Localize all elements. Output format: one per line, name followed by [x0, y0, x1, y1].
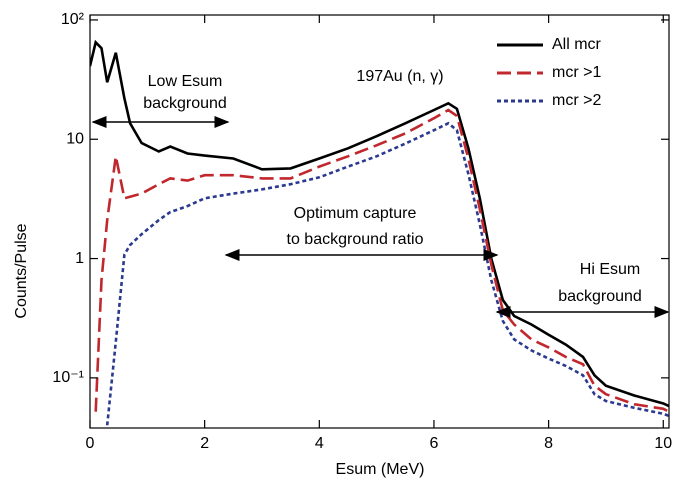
annotation: background: [143, 95, 227, 112]
x-tick-label: 2: [200, 435, 209, 452]
annotation: Low Esum: [148, 73, 223, 90]
annotation: to background ratio: [287, 231, 424, 248]
legend-label: mcr >1: [552, 64, 601, 81]
x-tick-label: 4: [315, 435, 324, 452]
x-tick-label: 8: [544, 435, 553, 452]
y-tick-label: 10: [66, 130, 84, 147]
y-axis-label: Counts/Pulse: [13, 223, 30, 318]
x-axis-label: Esum (MeV): [336, 461, 425, 478]
x-tick-label: 10: [654, 435, 672, 452]
y-tick-label: 10²: [61, 11, 85, 28]
x-tick-label: 6: [430, 435, 439, 452]
legend-label: mcr >2: [552, 92, 601, 109]
legend-label: All mcr: [552, 36, 602, 53]
y-tick-label: 1: [75, 250, 84, 267]
chart-title: 197Au (n, γ): [356, 68, 443, 85]
series-line: [94, 108, 669, 413]
annotation: background: [558, 288, 642, 305]
x-tick-label: 0: [86, 435, 95, 452]
annotation: Hi Esum: [580, 261, 640, 278]
annotation: Optimum capture: [294, 205, 417, 222]
series-line: [105, 121, 669, 426]
plot-frame: [89, 14, 670, 429]
y-tick-label: 10⁻¹: [52, 369, 84, 386]
